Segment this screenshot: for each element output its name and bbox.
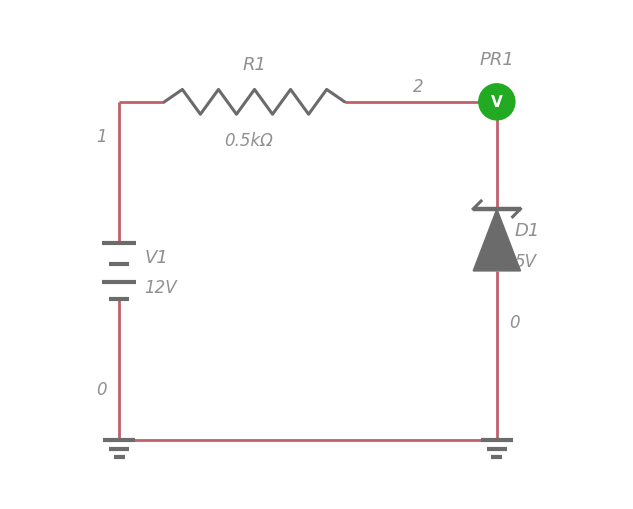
Text: R1: R1	[242, 55, 266, 73]
Text: 0: 0	[509, 313, 520, 331]
Text: D1: D1	[515, 221, 540, 239]
Text: 2: 2	[413, 78, 423, 96]
Text: V1: V1	[144, 248, 168, 266]
Polygon shape	[473, 210, 520, 271]
Text: 0.5kΩ: 0.5kΩ	[225, 132, 273, 150]
Text: V: V	[491, 95, 503, 110]
Text: 12V: 12V	[144, 278, 177, 296]
Text: PR1: PR1	[479, 51, 514, 69]
Circle shape	[479, 84, 515, 121]
Text: 0: 0	[96, 381, 107, 399]
Text: 1: 1	[96, 127, 107, 146]
Text: 5V: 5V	[515, 253, 537, 271]
